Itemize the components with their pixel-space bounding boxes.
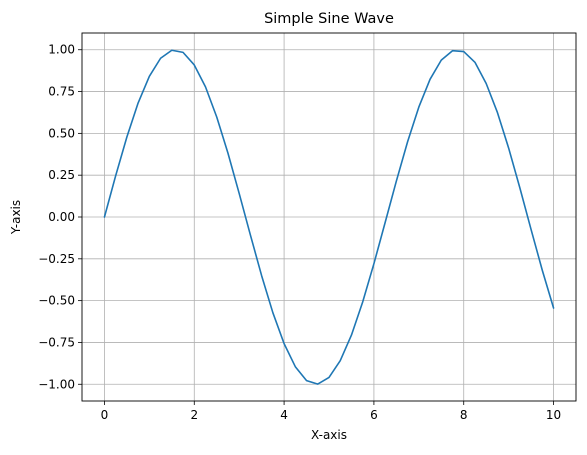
y-tick-label: 1.00 [48,43,75,57]
grid [82,33,576,401]
y-tick-label: −0.25 [38,252,75,266]
x-tick-label: 2 [190,408,198,422]
ticks: 0 2 4 6 8 10 −1.00 −0.75 −0.50 −0.25 0.00 0.25 0.50 0… [38,43,561,422]
y-tick-label: 0.00 [48,210,75,224]
y-axis-label: Y-axis [9,200,23,235]
y-tick-label: 0.25 [48,168,75,182]
y-tick-label: −1.00 [38,377,75,391]
series-line [103,49,555,385]
series-layer [103,49,555,385]
y-tick-label: 0.50 [48,126,75,140]
y-tick-label: −0.75 [38,335,75,349]
x-tick-label: 6 [370,408,378,422]
y-tick-label: −0.50 [38,294,75,308]
chart-title: Simple Sine Wave [264,11,394,27]
y-tick-label: 0.75 [48,85,75,99]
x-tick-label: 10 [546,408,561,422]
x-tick-label: 0 [101,408,109,422]
x-tick-label: 8 [460,408,468,422]
x-tick-label: 4 [280,408,288,422]
x-axis-label: X-axis [311,428,347,442]
